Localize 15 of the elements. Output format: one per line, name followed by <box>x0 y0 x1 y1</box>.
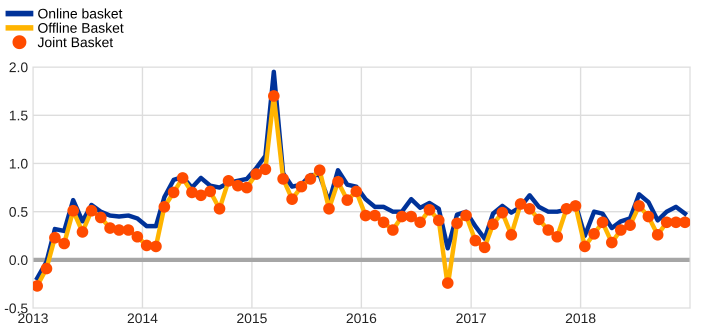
y-tick-label: -0.5 <box>4 303 28 314</box>
y-tick-label: 1.5 <box>10 110 28 120</box>
y-tick-label: 2.0 <box>10 62 28 72</box>
x-tick-label: 2014 <box>128 313 158 324</box>
legend-label: Online basket <box>38 8 122 19</box>
x-tick-label: 2013 <box>18 313 48 324</box>
legend-label: Joint Basket <box>38 37 114 48</box>
y-tick-label: 0.0 <box>9 255 28 266</box>
y-tick-label: 1.0 <box>10 158 28 169</box>
x-tick-label: 2018 <box>566 313 596 324</box>
x-tick-label: 2015 <box>237 313 267 324</box>
y-tick-label: 0.5 <box>9 207 28 217</box>
x-tick-label: 2017 <box>456 313 486 324</box>
x-tick-label: 2016 <box>346 313 376 324</box>
legend-label: Offline Basket <box>38 22 124 33</box>
